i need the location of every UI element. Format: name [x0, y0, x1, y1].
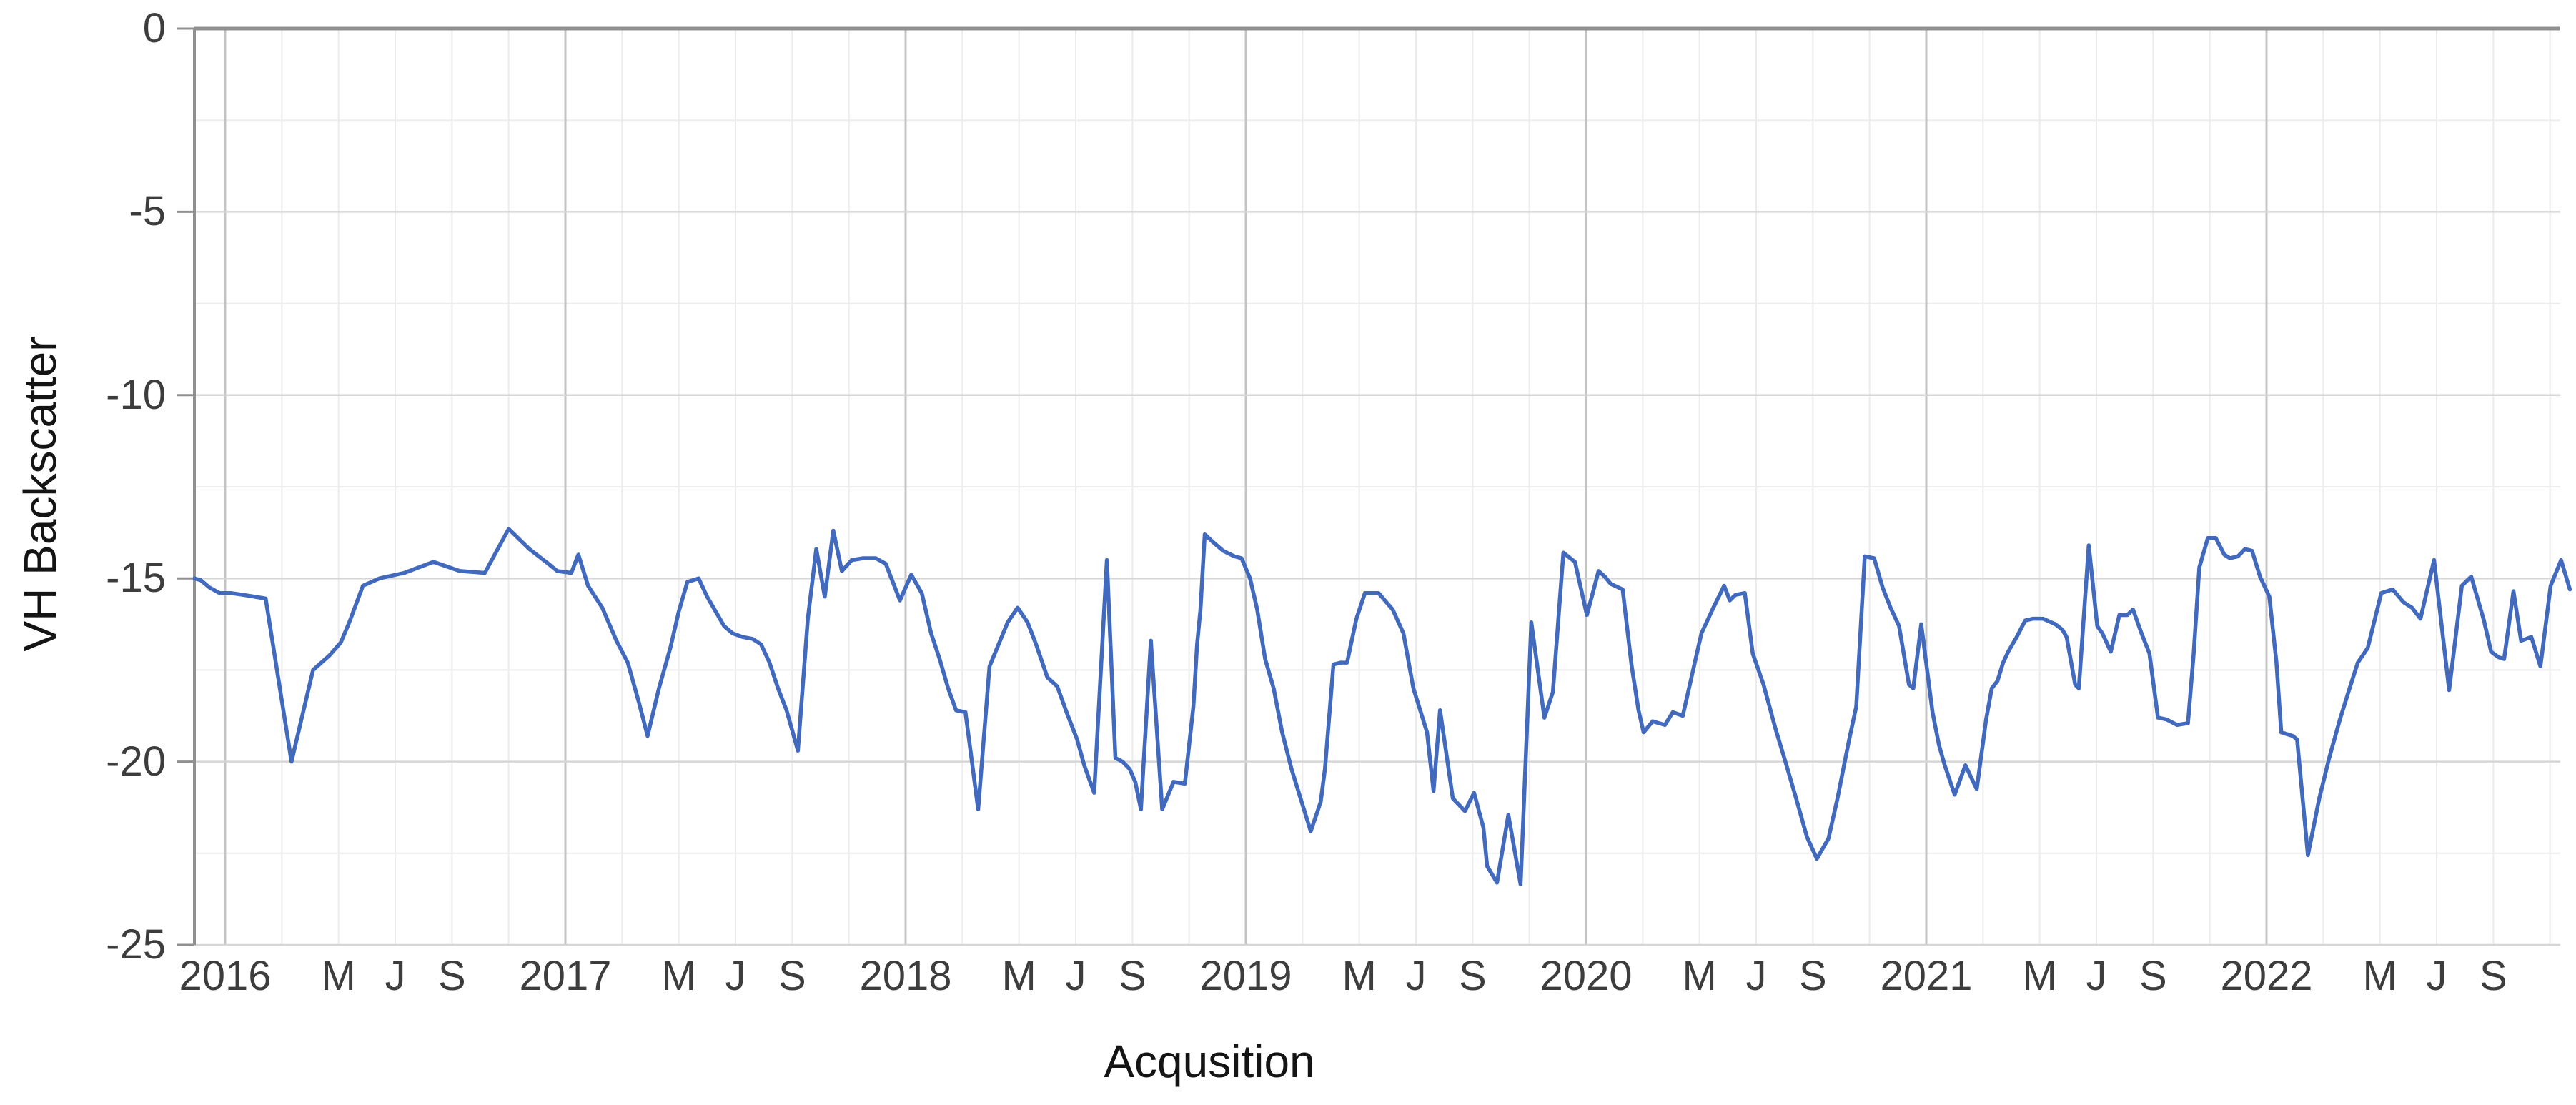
x-tick-month-label: J	[2086, 953, 2107, 999]
y-tick-label: -25	[106, 921, 166, 968]
x-tick-month-label: S	[1118, 953, 1146, 999]
x-tick-month-label: M	[2362, 953, 2397, 999]
x-tick-month-label: J	[2426, 953, 2447, 999]
x-tick-month-label: S	[1798, 953, 1827, 999]
x-tick-month-label: M	[1342, 953, 1377, 999]
vh-series-line	[192, 527, 2572, 887]
x-tick-year-label: 2017	[519, 953, 612, 999]
x-tick-year-label: 2022	[2220, 953, 2313, 999]
x-tick-month-label: M	[2022, 953, 2057, 999]
x-tick-month-label: S	[2139, 953, 2167, 999]
y-tick-label: -15	[106, 555, 166, 602]
x-tick-year-label: 2019	[1199, 953, 1292, 999]
x-axis-title: Acqusition	[1104, 1036, 1315, 1087]
x-tick-month-label: J	[385, 953, 406, 999]
x-tick-month-label: J	[1745, 953, 1767, 999]
x-tick-month-label: S	[778, 953, 806, 999]
x-tick-month-label: M	[661, 953, 696, 999]
x-tick-month-label: M	[1001, 953, 1036, 999]
x-tick-month-label: S	[2479, 953, 2507, 999]
x-tick-month-label: J	[1065, 953, 1086, 999]
x-tick-month-label: M	[321, 953, 356, 999]
x-tick-year-label: 2021	[1880, 953, 1973, 999]
y-tick-label: -5	[129, 188, 166, 235]
x-tick-year-label: 2020	[1540, 953, 1633, 999]
y-tick-label: -20	[106, 738, 166, 785]
x-tick-month-label: S	[1458, 953, 1487, 999]
y-tick-label: 0	[142, 5, 166, 51]
x-tick-year-label: 2016	[179, 953, 272, 999]
x-tick-month-label: J	[1405, 953, 1427, 999]
x-tick-year-label: 2018	[859, 953, 952, 999]
y-tick-label: -10	[106, 371, 166, 418]
x-tick-month-label: M	[1682, 953, 1717, 999]
x-tick-month-label: S	[437, 953, 466, 999]
x-tick-month-label: J	[725, 953, 746, 999]
